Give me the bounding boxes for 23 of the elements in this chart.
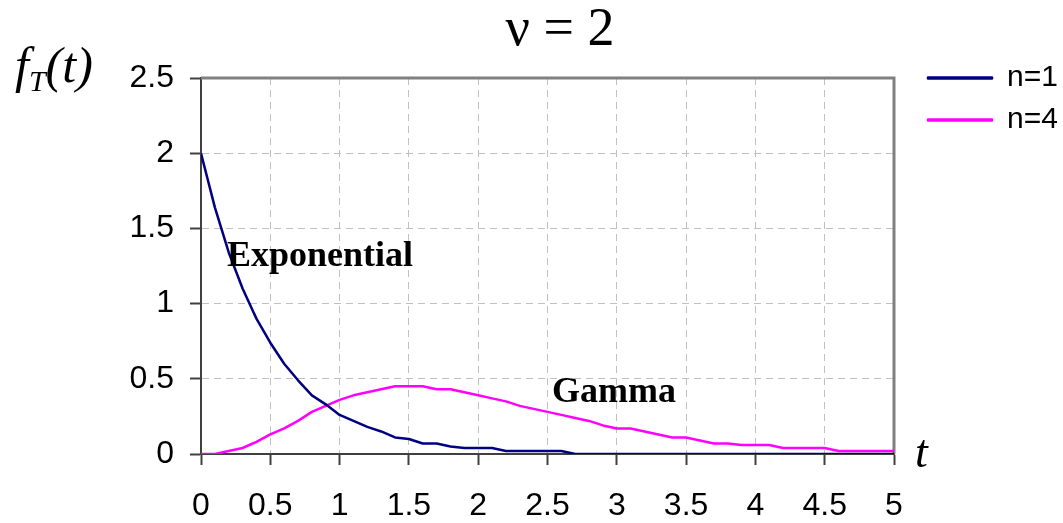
y-tick-label: 0.5 [129, 358, 174, 395]
x-axis-title: t [915, 426, 928, 477]
legend-label: n=1 [1007, 59, 1058, 93]
y-tick-label: 1 [156, 283, 174, 320]
x-tick-label: 2 [469, 486, 488, 523]
x-tick-label: 0 [192, 486, 210, 523]
x-tick-label: 1 [330, 486, 349, 523]
x-tick-label: 3 [607, 486, 626, 523]
legend-label: n=4 [1007, 101, 1058, 135]
y-tick-label: 2 [156, 133, 174, 170]
x-tick-label: 5 [885, 486, 903, 523]
x-tick-label: 4 [746, 486, 765, 523]
x-tick-label: 2.5 [525, 486, 570, 523]
y-tick-label: 1.5 [129, 208, 174, 245]
y-axis-title: f$_{T}$(t) [15, 37, 93, 97]
x-tick-label: 1.5 [386, 486, 432, 523]
y-tick-label: 0 [156, 433, 174, 470]
x-tick-label: 3.5 [663, 486, 709, 523]
x-tick-label: 0.5 [248, 486, 293, 523]
x-tick-label: 4.5 [802, 486, 847, 523]
annotation: Gamma [552, 370, 676, 411]
y-tick-label: 2.5 [129, 57, 174, 94]
chart-title: ν = 2 [505, 0, 615, 57]
